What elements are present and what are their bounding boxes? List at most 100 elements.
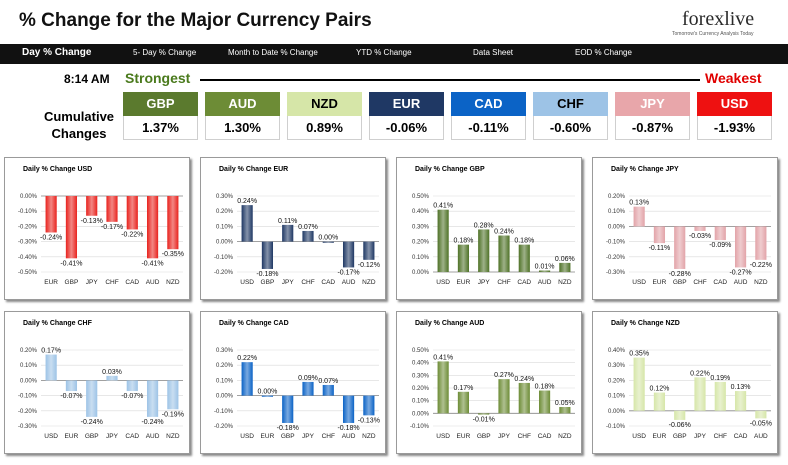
bar-nzd [559,262,571,272]
x-tick-label: GBP [673,433,687,440]
x-tick-label: CAD [538,433,552,440]
data-label: 0.09% [298,375,318,382]
bar-jpy [106,375,118,381]
y-tick-label: 0.00% [216,240,234,246]
y-tick-label: 0.50% [412,194,430,200]
bar-chf [322,384,334,396]
y-tick-label: -0.10% [18,394,38,400]
x-tick-label: AUD [754,433,768,440]
data-label: 0.17% [453,385,473,392]
x-tick-label: AUD [342,433,356,440]
y-tick-label: -0.20% [214,270,234,276]
x-tick-label: CAD [517,279,531,286]
data-label: 0.22% [690,370,710,377]
data-label: -0.18% [277,425,299,432]
data-label: -0.24% [40,234,62,241]
y-tick-label: -0.20% [214,424,234,430]
chart-panel: Daily % Change GBP 0.50% 0.40% 0.30% 0.20% 0.… [396,157,582,300]
data-label: -0.07% [121,393,143,400]
bar-chart: 0.30% 0.20% 0.10% 0.00% -0.10% -0.20% 0.22% USD… [214,348,380,440]
bar-chart: 0.20% 0.10% 0.00% -0.10% -0.20% -0.30% 0.17% US… [18,348,184,440]
nav-data-sheet[interactable]: Data Sheet [473,48,514,57]
bar-usd [437,361,449,414]
bar-gbp [86,380,98,417]
bar-usd [633,357,645,411]
x-tick-label: CAD [125,433,139,440]
bar-usd [45,354,57,381]
data-label: -0.27% [729,269,751,276]
chart-panel: Daily % Change USD 0.00% -0.10% -0.20% -0.30… [4,157,190,300]
currency-cumulative-value: 1.30% [205,116,280,140]
y-tick-label: 0.30% [608,363,626,369]
data-label: -0.19% [162,411,184,418]
currency-code: EUR [369,92,444,116]
bar-cad [322,241,334,243]
data-label: -0.11% [649,245,671,252]
x-tick-label: CAD [734,433,748,440]
x-tick-label: EUR [653,433,667,440]
currency-cumulative-value: 0.89% [287,116,362,140]
bar-gbp [478,413,490,415]
chart-panel: Daily % Change AUD 0.50% 0.40% 0.30% 0.20% 0.… [396,311,582,454]
bar-eur [653,226,666,244]
data-label: -0.09% [709,242,731,249]
currency-box-nzd: NZD 0.89% [287,92,362,140]
data-label: -0.17% [101,224,123,231]
logo-text: forexlive [682,8,755,30]
page-title: % Change for the Major Currency Pairs [19,10,372,31]
y-tick-label: -0.20% [18,224,38,230]
y-tick-label: -0.20% [606,255,626,261]
chart-title: Daily % Change CAD [219,320,289,327]
y-tick-label: -0.20% [18,409,38,415]
bar-eur [261,395,274,397]
bar-gbp [282,395,294,423]
y-tick-label: 0.20% [608,194,626,200]
x-tick-label: JPY [498,433,511,440]
forexlive-logo: forexlive Tomorrow's Currency Analysis T… [652,6,772,40]
data-label: 0.03% [102,369,122,376]
data-label: 0.07% [318,378,338,385]
y-tick-label: 0.20% [412,240,430,246]
y-tick-label: 0.20% [216,209,234,215]
nav-5day-change[interactable]: 5- Day % Change [133,48,197,57]
data-label: 0.27% [494,372,514,379]
bar-aud [734,226,747,268]
x-tick-label: USD [436,433,450,440]
bar-chf [498,235,510,272]
x-tick-label: CHF [693,279,706,286]
strength-line [200,79,700,81]
currency-code: NZD [287,92,362,116]
nav-eod-change[interactable]: EOD % Change [575,48,632,57]
nav-day-change[interactable]: Day % Change [22,47,92,58]
bar-gbp [674,410,686,420]
data-label: -0.07% [60,393,82,400]
data-label: 0.06% [555,256,575,263]
y-tick-label: 0.00% [216,394,234,400]
data-label: 0.19% [710,375,730,382]
currency-cumulative-value: -0.06% [369,116,444,140]
bar-jpy [282,224,294,242]
bar-chf [106,196,118,222]
bar-eur [45,196,57,233]
data-label: 0.24% [237,198,257,205]
data-label: -0.06% [669,422,691,429]
x-tick-label: NZD [558,433,572,440]
y-tick-label: 0.40% [412,209,430,215]
data-label: -0.01% [473,417,495,424]
x-tick-label: NZD [558,279,572,286]
bar-cad [734,391,747,411]
x-tick-label: CAD [713,279,727,286]
y-tick-label: 0.20% [20,348,38,354]
y-tick-label: 0.00% [412,270,430,276]
x-tick-label: NZD [362,279,376,286]
currency-code: USD [697,92,772,116]
nav-month-to-date[interactable]: Month to Date % Change [228,48,318,57]
data-label: 0.12% [649,386,669,393]
currency-cumulative-value: -1.93% [697,116,772,140]
bar-chart: 0.20% 0.10% 0.00% -0.10% -0.20% -0.30% 0.13% US… [606,194,772,286]
x-tick-label: JPY [106,433,119,440]
x-tick-label: AUD [538,279,552,286]
nav-ytd-change[interactable]: YTD % Change [356,48,412,57]
y-tick-label: 0.30% [216,194,234,200]
y-tick-label: 0.20% [608,378,626,384]
